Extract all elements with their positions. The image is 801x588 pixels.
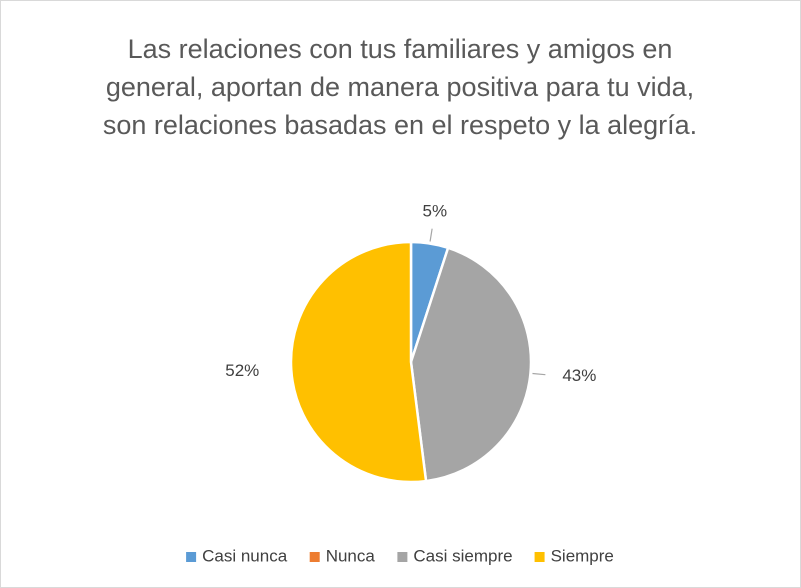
legend-swatch	[309, 552, 320, 562]
legend-label: Casi siempre	[413, 546, 512, 565]
data-label: 43%	[562, 366, 596, 385]
legend-label: Nunca	[326, 546, 376, 565]
chart-title: Las relaciones con tus familiares y amig…	[102, 34, 698, 140]
legend-swatch	[397, 552, 408, 562]
legend-label: Casi nunca	[202, 546, 288, 565]
legend-swatch	[186, 552, 197, 562]
leader-line	[429, 228, 433, 242]
legend-swatch	[534, 552, 545, 562]
leader-line	[532, 372, 546, 376]
pie-slice	[289, 240, 428, 484]
data-label: 52%	[225, 361, 259, 380]
data-label: 5%	[422, 201, 447, 220]
pie-slice	[409, 246, 533, 483]
legend-label: Siempre	[551, 546, 614, 565]
